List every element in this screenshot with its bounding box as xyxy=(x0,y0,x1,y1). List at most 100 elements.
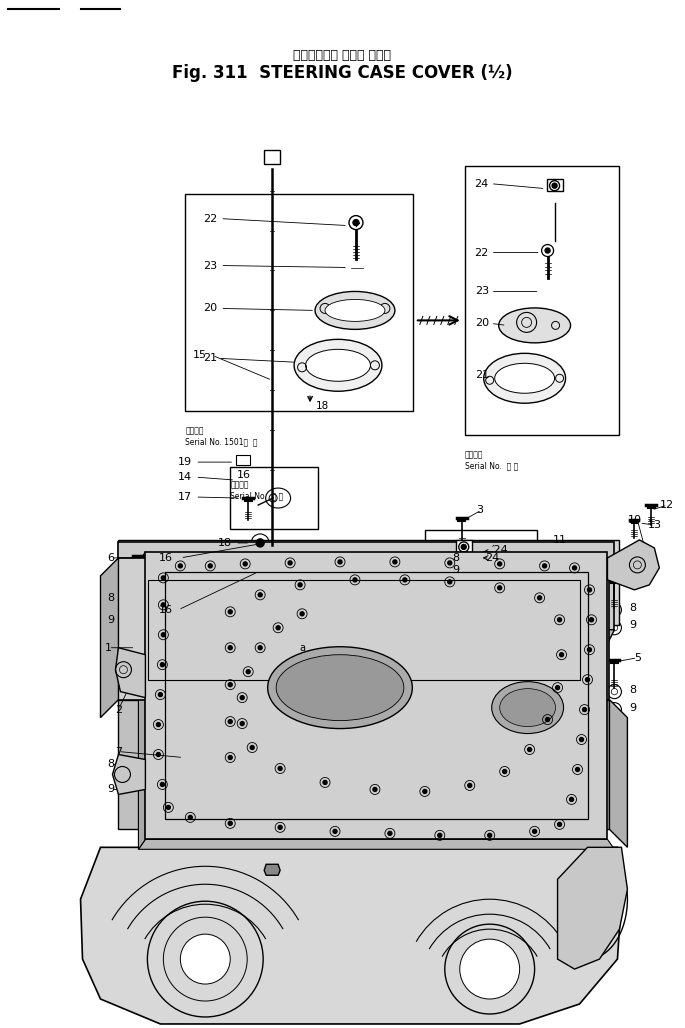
Circle shape xyxy=(560,653,564,657)
Text: 17: 17 xyxy=(178,492,192,502)
Text: 2: 2 xyxy=(115,704,122,714)
Bar xyxy=(236,455,250,465)
Circle shape xyxy=(582,707,586,711)
Text: 18: 18 xyxy=(315,401,329,411)
Circle shape xyxy=(162,633,165,636)
Circle shape xyxy=(533,830,536,834)
Circle shape xyxy=(156,752,160,757)
Ellipse shape xyxy=(315,292,395,329)
Bar xyxy=(230,467,318,529)
Circle shape xyxy=(178,564,182,567)
Text: 20: 20 xyxy=(203,303,217,314)
Circle shape xyxy=(543,564,547,567)
Circle shape xyxy=(538,596,542,599)
Circle shape xyxy=(228,610,232,614)
Circle shape xyxy=(558,618,562,622)
Circle shape xyxy=(243,562,247,565)
Text: 19: 19 xyxy=(178,457,192,467)
Text: 24: 24 xyxy=(486,553,500,563)
Text: 12: 12 xyxy=(660,500,675,510)
Circle shape xyxy=(160,663,164,667)
Text: 20: 20 xyxy=(475,319,489,328)
Circle shape xyxy=(338,560,342,564)
Text: 8: 8 xyxy=(452,553,460,563)
Polygon shape xyxy=(145,552,608,839)
Polygon shape xyxy=(103,630,614,660)
Circle shape xyxy=(158,693,162,697)
Ellipse shape xyxy=(294,339,382,392)
Polygon shape xyxy=(119,542,614,630)
Text: 16: 16 xyxy=(237,470,251,480)
Circle shape xyxy=(256,539,264,547)
Circle shape xyxy=(556,686,560,690)
Circle shape xyxy=(575,768,580,771)
Text: 1: 1 xyxy=(105,642,112,653)
Bar xyxy=(425,530,536,585)
Bar xyxy=(547,179,562,190)
Circle shape xyxy=(448,580,452,584)
Circle shape xyxy=(180,934,230,984)
Circle shape xyxy=(208,564,212,567)
Text: 9: 9 xyxy=(629,702,636,712)
Circle shape xyxy=(353,578,357,582)
Ellipse shape xyxy=(492,682,564,734)
Polygon shape xyxy=(81,847,621,1024)
Circle shape xyxy=(460,940,520,999)
Text: 8: 8 xyxy=(629,602,636,613)
Circle shape xyxy=(240,696,244,700)
Ellipse shape xyxy=(276,655,404,721)
Text: 15: 15 xyxy=(193,351,208,361)
Circle shape xyxy=(228,756,232,760)
Text: 3: 3 xyxy=(476,505,483,515)
Polygon shape xyxy=(558,847,627,969)
Text: 9: 9 xyxy=(107,784,114,795)
Circle shape xyxy=(156,723,160,727)
Polygon shape xyxy=(112,755,145,795)
Polygon shape xyxy=(138,552,145,849)
Ellipse shape xyxy=(306,350,371,381)
Circle shape xyxy=(240,722,244,726)
Circle shape xyxy=(498,562,501,565)
Polygon shape xyxy=(119,700,610,830)
Circle shape xyxy=(166,805,171,809)
Polygon shape xyxy=(119,558,610,700)
Text: ′24: ′24 xyxy=(491,545,508,555)
Ellipse shape xyxy=(268,647,412,729)
Text: a: a xyxy=(299,642,305,653)
Ellipse shape xyxy=(499,308,571,343)
Circle shape xyxy=(246,669,250,673)
Ellipse shape xyxy=(495,363,555,394)
Circle shape xyxy=(162,602,165,607)
Circle shape xyxy=(488,834,492,838)
Circle shape xyxy=(403,578,407,582)
Polygon shape xyxy=(138,839,614,849)
Circle shape xyxy=(461,545,466,549)
Circle shape xyxy=(228,821,232,825)
Text: 適用号数
Serial No. 1501〜  ・: 適用号数 Serial No. 1501〜 ・ xyxy=(415,598,487,618)
Text: 9: 9 xyxy=(629,620,636,630)
Circle shape xyxy=(298,583,302,587)
Circle shape xyxy=(558,822,562,827)
Text: 8: 8 xyxy=(629,685,636,695)
Ellipse shape xyxy=(325,299,385,322)
Text: 6: 6 xyxy=(107,553,114,563)
Text: 23: 23 xyxy=(475,287,489,296)
Text: 適用号数
Serial No.  ・ 〜: 適用号数 Serial No. ・ 〜 xyxy=(464,450,518,470)
Text: 24: 24 xyxy=(475,179,489,189)
Text: 適用号数
Serial No.  ・ 〜: 適用号数 Serial No. ・ 〜 xyxy=(230,480,284,501)
Circle shape xyxy=(278,767,282,770)
Circle shape xyxy=(228,683,232,687)
Bar xyxy=(186,193,413,411)
Circle shape xyxy=(228,646,232,650)
Circle shape xyxy=(468,783,472,787)
Circle shape xyxy=(438,834,442,838)
Circle shape xyxy=(527,747,532,751)
Circle shape xyxy=(276,626,280,630)
Text: 18: 18 xyxy=(219,538,232,548)
Ellipse shape xyxy=(266,488,290,508)
Text: 16: 16 xyxy=(158,604,173,615)
Circle shape xyxy=(278,825,282,830)
Circle shape xyxy=(545,718,549,722)
Circle shape xyxy=(188,815,192,819)
Circle shape xyxy=(545,248,550,253)
